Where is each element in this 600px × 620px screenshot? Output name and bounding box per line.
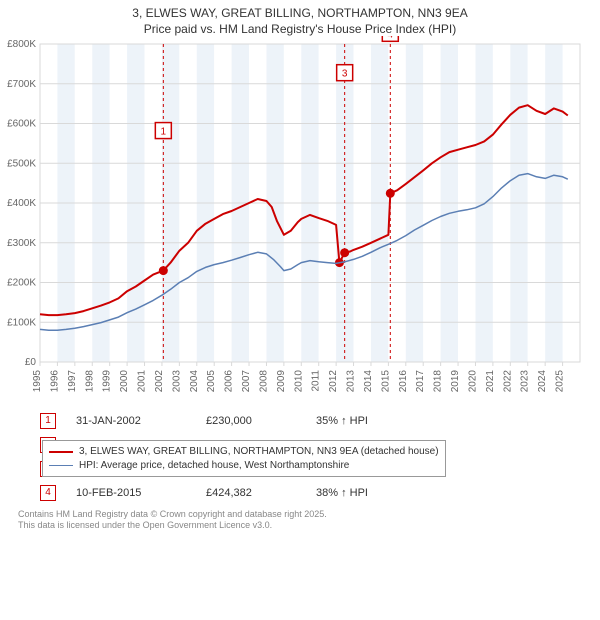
svg-text:1998: 1998 [84,370,95,393]
legend-label: 3, ELWES WAY, GREAT BILLING, NORTHAMPTON… [79,445,439,459]
svg-text:2017: 2017 [415,370,426,393]
svg-text:2024: 2024 [537,370,548,393]
license-text: Contains HM Land Registry data © Crown c… [0,505,600,532]
legend-swatch [49,451,73,453]
sale-marker: 4 [40,485,56,501]
svg-text:2021: 2021 [485,370,496,393]
title-line-1: 3, ELWES WAY, GREAT BILLING, NORTHAMPTON… [0,6,600,20]
svg-text:2019: 2019 [450,370,461,393]
legend-entry: HPI: Average price, detached house, West… [49,459,439,473]
svg-text:2010: 2010 [293,370,304,393]
svg-text:2005: 2005 [206,370,217,393]
legend: 3, ELWES WAY, GREAT BILLING, NORTHAMPTON… [42,440,446,477]
svg-text:2003: 2003 [171,370,182,393]
svg-text:£200K: £200K [7,278,36,289]
svg-text:2008: 2008 [258,370,269,393]
sales-row: 4 10-FEB-2015 £424,382 38% ↑ HPI [40,481,600,505]
svg-text:1999: 1999 [102,370,113,393]
svg-text:£400K: £400K [7,198,36,209]
svg-text:2018: 2018 [433,370,444,393]
svg-text:2001: 2001 [137,370,148,393]
svg-text:2022: 2022 [502,370,513,393]
svg-text:2000: 2000 [119,370,130,393]
svg-text:£700K: £700K [7,79,36,90]
svg-text:2007: 2007 [241,370,252,393]
svg-text:£300K: £300K [7,238,36,249]
svg-text:2014: 2014 [363,370,374,393]
line-chart: £0 £100K £200K £300K £400K £500K £600K £700K £80… [0,36,590,396]
svg-text:2012: 2012 [328,370,339,393]
sale-price: £230,000 [206,415,296,427]
sales-row: 1 31-JAN-2002 £230,000 35% ↑ HPI [40,409,600,433]
license-line-2: This data is licensed under the Open Gov… [18,520,600,531]
svg-text:1: 1 [161,127,167,138]
license-line-1: Contains HM Land Registry data © Crown c… [18,509,600,520]
svg-text:2023: 2023 [520,370,531,393]
title-line-2: Price paid vs. HM Land Registry's House … [0,22,600,36]
svg-text:2013: 2013 [346,370,357,393]
sale-change: 35% ↑ HPI [316,415,436,427]
svg-text:£0: £0 [25,357,37,368]
svg-text:2011: 2011 [311,370,322,392]
svg-text:2004: 2004 [189,370,200,393]
svg-text:2006: 2006 [224,370,235,393]
svg-text:3: 3 [342,69,348,80]
svg-text:2020: 2020 [467,370,478,393]
legend-entry: 3, ELWES WAY, GREAT BILLING, NORTHAMPTON… [49,445,439,459]
svg-text:2025: 2025 [555,370,566,393]
svg-text:2009: 2009 [276,370,287,393]
sale-date: 10-FEB-2015 [76,487,186,499]
svg-text:2016: 2016 [398,370,409,393]
chart-titles: 3, ELWES WAY, GREAT BILLING, NORTHAMPTON… [0,0,600,36]
svg-text:4: 4 [388,36,394,40]
svg-text:2015: 2015 [380,370,391,393]
svg-text:£100K: £100K [7,317,36,328]
sale-price: £424,382 [206,487,296,499]
chart-container: £0 £100K £200K £300K £400K £500K £600K £700K £80… [0,36,600,399]
sale-marker: 1 [40,413,56,429]
svg-text:£800K: £800K [7,39,36,50]
sale-change: 38% ↑ HPI [316,487,436,499]
legend-swatch [49,465,73,466]
legend-label: HPI: Average price, detached house, West… [79,459,349,473]
svg-text:£600K: £600K [7,119,36,130]
svg-text:1996: 1996 [49,370,60,393]
svg-text:£500K: £500K [7,158,36,169]
svg-text:1995: 1995 [32,370,43,393]
svg-text:2002: 2002 [154,370,165,393]
svg-text:1997: 1997 [67,370,78,393]
sale-date: 31-JAN-2002 [76,415,186,427]
